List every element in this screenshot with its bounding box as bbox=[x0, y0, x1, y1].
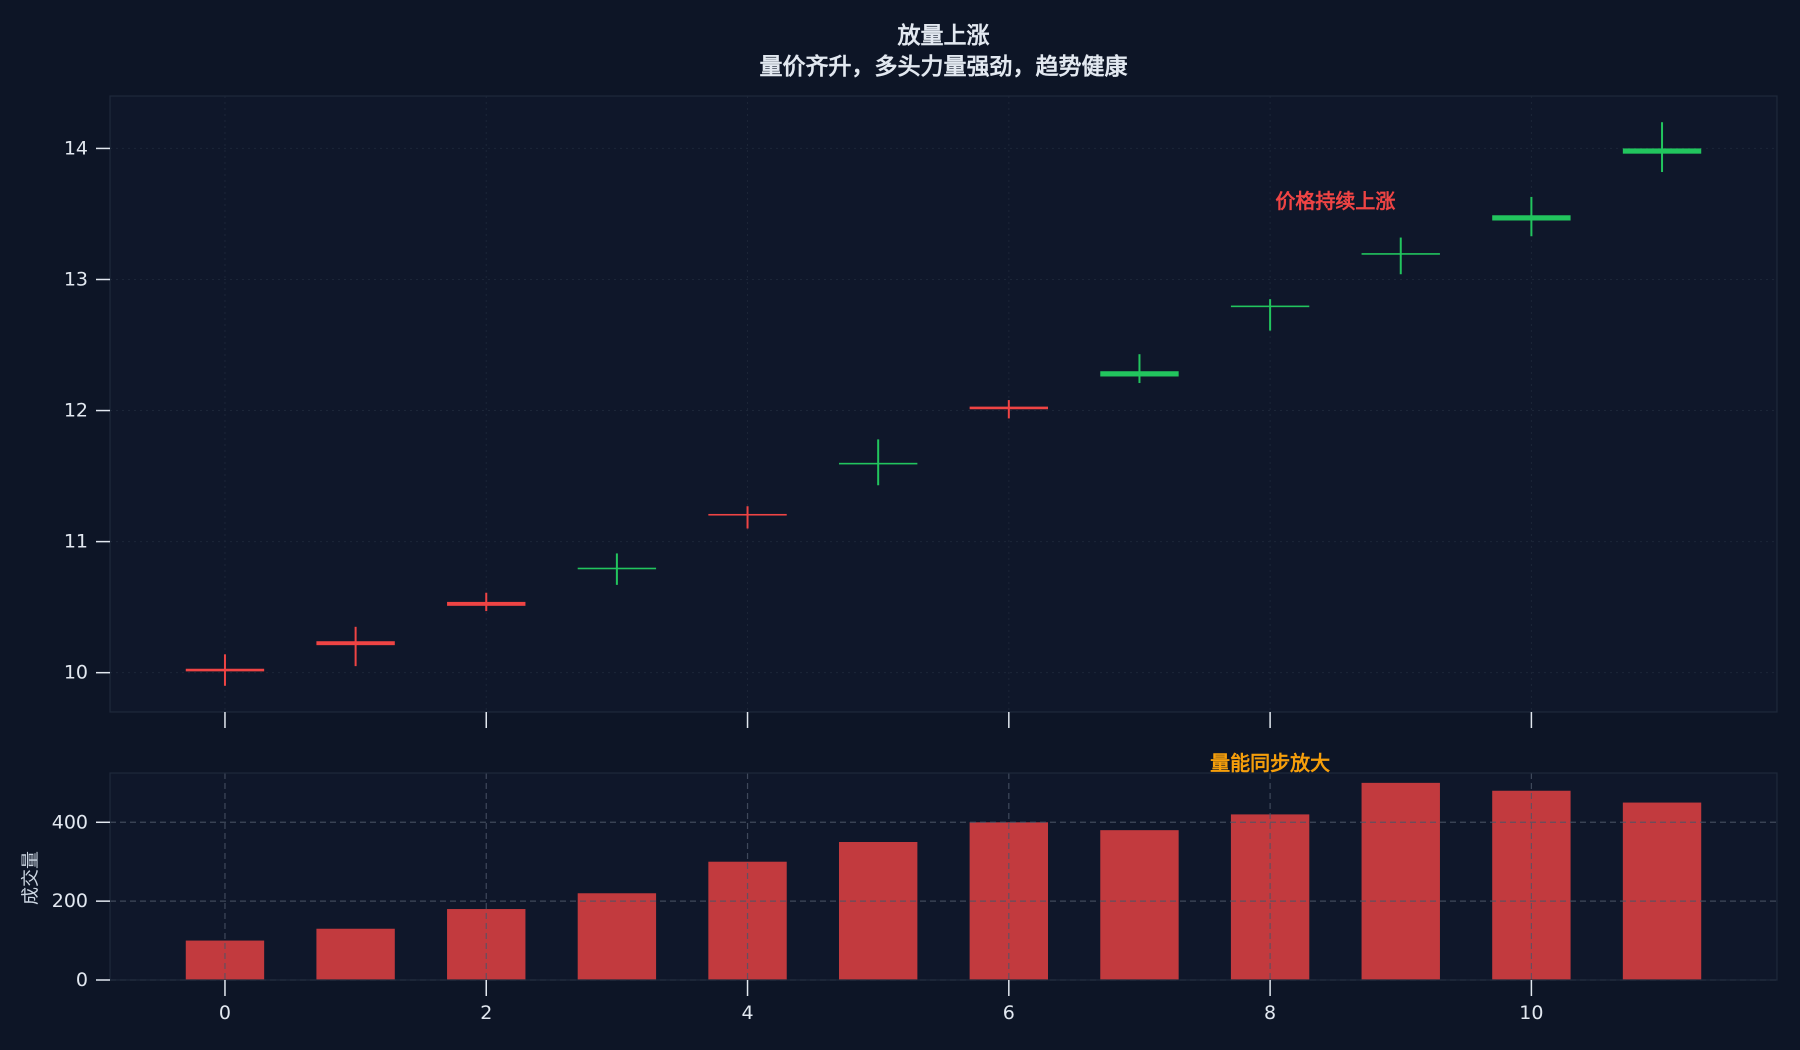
candlestick bbox=[185, 654, 265, 686]
candlestick bbox=[1100, 354, 1179, 384]
price-panel: 10 11 12 13 14 价格持续上涨 bbox=[64, 95, 1778, 728]
y-tick-label: 200 bbox=[52, 890, 88, 912]
candlestick bbox=[1230, 299, 1310, 331]
x-tick-label: 8 bbox=[1264, 1002, 1276, 1024]
x-tick-label: 10 bbox=[1519, 1002, 1543, 1024]
y-tick-label: 13 bbox=[64, 268, 88, 290]
y-tick-label: 12 bbox=[64, 400, 88, 422]
y-tick-label: 14 bbox=[64, 137, 88, 159]
candle-body bbox=[185, 668, 265, 672]
volume-axes: 0 200 400 0 2 4 6 8 10 bbox=[52, 811, 1544, 1024]
price-plot-area bbox=[110, 96, 1777, 712]
x-tick-label: 0 bbox=[219, 1002, 231, 1024]
volume-axis-label: 成交量 bbox=[21, 851, 42, 905]
volume-bar bbox=[1100, 830, 1179, 980]
volume-panel: 0 200 400 0 2 4 6 8 10 量能同步放大 bbox=[52, 751, 1778, 1024]
candlestick bbox=[708, 506, 787, 529]
volume-bar bbox=[838, 842, 918, 980]
candlestick bbox=[969, 400, 1049, 419]
y-tick-label: 10 bbox=[64, 662, 88, 684]
volume-bar bbox=[316, 928, 395, 980]
volume-bar bbox=[1622, 802, 1702, 980]
candle-body bbox=[447, 601, 526, 606]
candlestick bbox=[577, 553, 657, 585]
candle-body bbox=[1230, 305, 1310, 308]
price-grid bbox=[110, 96, 1777, 712]
chart-title: 放量上涨 bbox=[897, 22, 990, 49]
candle-body bbox=[316, 641, 395, 646]
x-tick-label: 2 bbox=[480, 1002, 492, 1024]
volume-annotation: 量能同步放大 bbox=[1210, 751, 1330, 775]
candlestick bbox=[838, 439, 918, 486]
candlestick bbox=[1492, 196, 1571, 237]
candlesticks bbox=[185, 122, 1702, 686]
candle-body bbox=[1622, 148, 1702, 154]
volume-bar bbox=[1361, 782, 1440, 980]
y-tick-label: 400 bbox=[52, 811, 88, 833]
candle-body bbox=[1361, 253, 1440, 255]
chart-subtitle: 量价齐升，多头力量强劲，趋势健康 bbox=[760, 53, 1129, 80]
candlestick bbox=[1622, 122, 1702, 173]
candlestick bbox=[1361, 237, 1440, 275]
price-annotation: 价格持续上涨 bbox=[1275, 189, 1395, 213]
price-frame bbox=[109, 95, 1778, 713]
candlestick bbox=[447, 592, 526, 612]
volume-bar bbox=[708, 861, 787, 980]
candle-body bbox=[1492, 215, 1571, 221]
x-tick-label: 6 bbox=[1003, 1002, 1015, 1024]
x-tick-label: 4 bbox=[741, 1002, 753, 1024]
candle-body bbox=[969, 406, 1049, 410]
volume-bar bbox=[577, 893, 657, 980]
y-tick-label: 11 bbox=[64, 531, 88, 553]
price-axes: 10 11 12 13 14 bbox=[64, 137, 1533, 728]
candle-body bbox=[577, 567, 657, 570]
candlestick bbox=[316, 626, 395, 667]
candle-body bbox=[838, 462, 918, 465]
candle-body bbox=[1100, 371, 1179, 377]
candle-body bbox=[708, 513, 787, 516]
y-tick-label: 0 bbox=[76, 969, 88, 991]
volume-frame bbox=[109, 772, 1778, 981]
